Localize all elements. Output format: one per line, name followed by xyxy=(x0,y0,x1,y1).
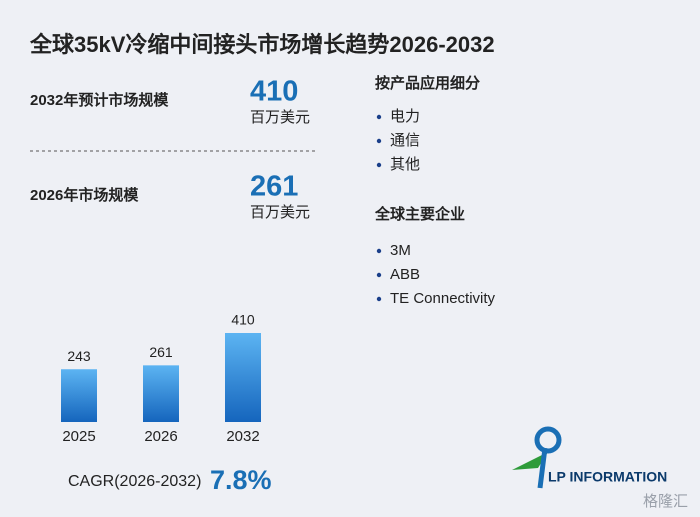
list-item: 电力 xyxy=(390,108,420,125)
stat-unit: 百万美元 xyxy=(250,204,310,221)
cagr-value: 7.8% xyxy=(210,465,272,495)
logo-mark xyxy=(512,452,548,470)
watermark: 格隆汇 xyxy=(643,493,688,510)
bullet xyxy=(376,138,382,144)
stat-label: 2026年市场规模 xyxy=(30,186,139,204)
list-item: 通信 xyxy=(390,132,420,149)
stat-label: 2032年预计市场规模 xyxy=(30,91,169,109)
bar xyxy=(143,365,179,422)
bar xyxy=(61,369,97,422)
x-tick-label: 2025 xyxy=(62,428,95,445)
logo-text: LP INFORMATION xyxy=(548,469,667,485)
value-label: 243 xyxy=(67,348,91,364)
stat-unit: 百万美元 xyxy=(250,109,310,126)
title: 全球35kV冷缩中间接头市场增长趋势2026-2032 xyxy=(29,32,495,57)
logo-mark xyxy=(534,426,562,454)
segments-title: 按产品应用细分 xyxy=(375,74,480,92)
bullet xyxy=(376,162,382,168)
bullet xyxy=(376,248,382,254)
list-item: TE Connectivity xyxy=(390,290,496,307)
x-tick-label: 2026 xyxy=(144,428,177,445)
x-tick-label: 2032 xyxy=(226,428,259,445)
logo-mark xyxy=(537,447,548,489)
list-item: ABB xyxy=(390,266,420,283)
bullet xyxy=(376,296,382,302)
value-label: 410 xyxy=(231,312,255,328)
bullet xyxy=(376,272,382,278)
companies-title: 全球主要企业 xyxy=(374,205,465,223)
cagr-label: CAGR(2026-2032) xyxy=(68,473,201,490)
bar xyxy=(225,333,261,422)
value-label: 261 xyxy=(149,344,173,360)
logo: LP INFORMATION xyxy=(512,426,667,489)
bullet xyxy=(376,114,382,120)
stat-value: 261 xyxy=(250,171,298,203)
list-item: 其他 xyxy=(390,156,420,173)
stat-value: 410 xyxy=(250,76,298,108)
list-item: 3M xyxy=(390,242,411,259)
